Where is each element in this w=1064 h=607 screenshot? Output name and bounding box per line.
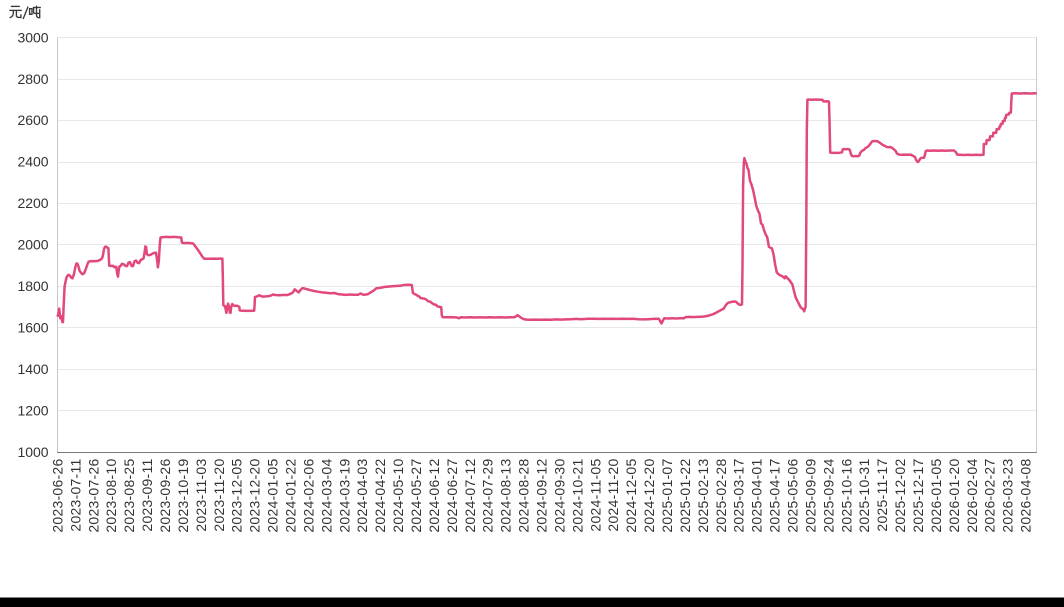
svg-text:2024-06-27: 2024-06-27	[444, 459, 460, 533]
svg-text:2024-03-19: 2024-03-19	[336, 459, 352, 533]
svg-text:2023-12-05: 2023-12-05	[229, 459, 245, 533]
svg-text:2800: 2800	[17, 71, 48, 87]
svg-text:2025-04-01: 2025-04-01	[749, 459, 765, 533]
svg-text:2025-11-17: 2025-11-17	[874, 459, 890, 532]
svg-text:2025-01-22: 2025-01-22	[677, 459, 693, 533]
svg-text:2023-11-20: 2023-11-20	[211, 459, 227, 532]
svg-text:2024-12-20: 2024-12-20	[641, 459, 657, 533]
svg-text:2023-07-26: 2023-07-26	[85, 459, 101, 533]
svg-text:2024-07-29: 2024-07-29	[480, 459, 496, 533]
svg-text:2025-12-17: 2025-12-17	[910, 459, 926, 533]
svg-text:2024-03-04: 2024-03-04	[318, 459, 334, 533]
svg-text:2024-01-22: 2024-01-22	[283, 459, 299, 533]
svg-text:2024-11-05: 2024-11-05	[587, 459, 603, 532]
svg-text:2024-08-13: 2024-08-13	[498, 459, 514, 533]
svg-text:1600: 1600	[17, 319, 48, 335]
svg-text:2200: 2200	[17, 195, 48, 211]
svg-text:2025-03-17: 2025-03-17	[731, 459, 747, 533]
svg-text:2023-10-19: 2023-10-19	[175, 459, 191, 533]
svg-text:2023-07-11: 2023-07-11	[67, 459, 83, 532]
svg-text:2023-09-11: 2023-09-11	[139, 459, 155, 532]
svg-text:2025-12-02: 2025-12-02	[892, 459, 908, 533]
svg-text:2023-06-26: 2023-06-26	[49, 459, 65, 533]
svg-text:2025-10-16: 2025-10-16	[838, 459, 854, 533]
svg-text:2024-09-12: 2024-09-12	[534, 459, 550, 533]
svg-text:2023-09-26: 2023-09-26	[157, 459, 173, 533]
svg-text:2024-11-20: 2024-11-20	[605, 459, 621, 532]
svg-text:2024-04-03: 2024-04-03	[354, 459, 370, 533]
svg-text:2000: 2000	[17, 237, 48, 253]
svg-text:1400: 1400	[17, 361, 48, 377]
svg-text:2024-05-10: 2024-05-10	[390, 459, 406, 533]
svg-text:1800: 1800	[17, 278, 48, 294]
svg-text:2024-08-28: 2024-08-28	[516, 459, 532, 533]
svg-text:2025-01-07: 2025-01-07	[659, 459, 675, 533]
svg-text:2024-07-12: 2024-07-12	[462, 459, 478, 533]
svg-text:2025-04-17: 2025-04-17	[767, 459, 783, 533]
svg-text:2025-10-31: 2025-10-31	[856, 459, 872, 533]
svg-text:2024-10-21: 2024-10-21	[569, 459, 585, 533]
svg-text:2023-11-03: 2023-11-03	[193, 459, 209, 532]
svg-text:2025-02-13: 2025-02-13	[695, 459, 711, 533]
svg-text:2024-06-12: 2024-06-12	[426, 459, 442, 533]
svg-text:2023-08-25: 2023-08-25	[121, 459, 137, 533]
svg-text:2024-09-30: 2024-09-30	[551, 459, 567, 533]
svg-text:2026-01-20: 2026-01-20	[946, 459, 962, 533]
svg-text:2024-01-05: 2024-01-05	[265, 459, 281, 533]
svg-text:2025-09-09: 2025-09-09	[802, 459, 818, 533]
svg-text:2023-08-10: 2023-08-10	[103, 459, 119, 533]
svg-text:2026-03-23: 2026-03-23	[1000, 459, 1016, 533]
svg-text:2024-04-22: 2024-04-22	[372, 459, 388, 533]
svg-text:2024-12-05: 2024-12-05	[623, 459, 639, 533]
svg-text:1000: 1000	[17, 444, 48, 460]
svg-text:2023-12-20: 2023-12-20	[247, 459, 263, 533]
svg-text:2026-04-08: 2026-04-08	[1018, 459, 1034, 533]
svg-text:2025-02-28: 2025-02-28	[713, 459, 729, 533]
svg-text:2026-02-27: 2026-02-27	[982, 459, 998, 533]
svg-text:3000: 3000	[17, 29, 48, 45]
svg-text:2026-01-05: 2026-01-05	[928, 459, 944, 533]
svg-text:2025-05-06: 2025-05-06	[785, 459, 801, 533]
svg-text:2600: 2600	[17, 112, 48, 128]
svg-text:2024-02-06: 2024-02-06	[300, 459, 316, 533]
svg-text:2024-05-27: 2024-05-27	[408, 459, 424, 533]
svg-text:2400: 2400	[17, 154, 48, 170]
svg-text:1200: 1200	[17, 402, 48, 418]
svg-text:2026-02-04: 2026-02-04	[964, 459, 980, 533]
svg-text:2025-09-24: 2025-09-24	[820, 459, 836, 533]
